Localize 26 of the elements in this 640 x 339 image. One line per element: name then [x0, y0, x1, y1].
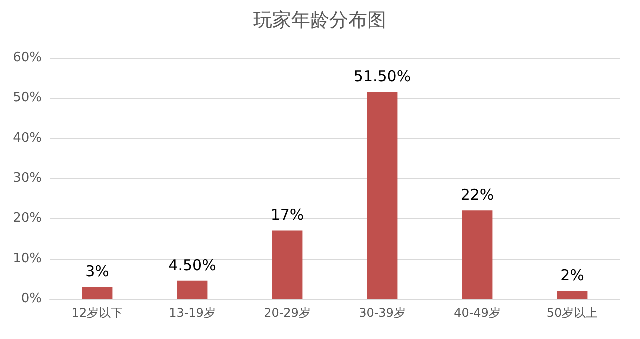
bar: [367, 92, 398, 299]
x-tick-label: 40-49岁: [454, 306, 501, 320]
y-tick-label: 50%: [13, 90, 42, 106]
data-label: 3%: [86, 262, 110, 280]
y-tick-label: 30%: [13, 171, 42, 186]
data-label: 4.50%: [168, 256, 216, 274]
x-tick-label: 20-29岁: [264, 306, 311, 320]
bar: [462, 210, 493, 299]
bar: [177, 280, 208, 299]
y-tick-label: 0%: [21, 292, 42, 306]
bar: [557, 290, 588, 299]
data-label: 22%: [460, 186, 494, 204]
y-tick-label: 60%: [13, 50, 42, 66]
x-tick-label: 30-39岁: [359, 306, 406, 320]
data-label: 2%: [560, 266, 584, 284]
bar: [272, 230, 303, 299]
x-tick-label: 12岁以下: [72, 306, 124, 320]
y-tick-label: 10%: [13, 251, 42, 266]
chart-title: 玩家年龄分布图: [254, 10, 386, 32]
x-tick-label: 13-19岁: [169, 306, 216, 320]
data-label: 17%: [270, 206, 304, 224]
x-tick-label: 50岁以上: [546, 306, 598, 320]
y-tick-label: 20%: [13, 211, 42, 226]
data-label: 51.50%: [354, 68, 412, 86]
y-tick-label: 40%: [13, 130, 42, 146]
bar: [82, 286, 113, 299]
